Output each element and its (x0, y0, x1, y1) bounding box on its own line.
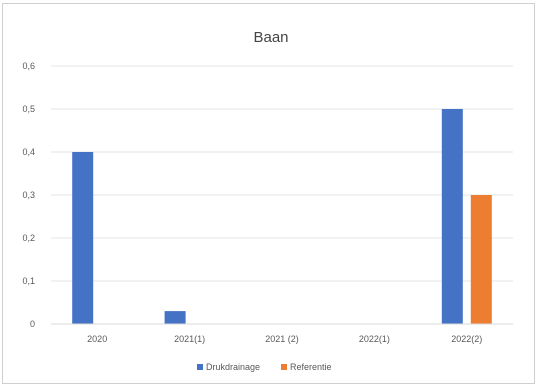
bar-drukdrainage-4 (441, 109, 463, 324)
legend-label: Referentie (290, 362, 332, 372)
x-tick-label: 2021(1) (174, 334, 205, 344)
x-tick-label: 2022(2) (451, 334, 482, 344)
chart-svg: Baan 0 0,1 0,2 0,3 0,4 0,5 0,6 2020 2021(1) 2021… (22, 29, 513, 372)
chart-title: Baan (253, 29, 288, 46)
y-tick-label: 0 (30, 319, 35, 329)
y-tick-label: 0,3 (22, 190, 35, 200)
x-axis-ticks: 2020 2021(1) 2021 (2) 2022(1) 2022(2) (87, 334, 482, 344)
bar-referentie-4 (470, 195, 492, 324)
gridlines (51, 65, 513, 282)
chart-frame: Baan 0 0,1 0,2 0,3 0,4 0,5 0,6 2020 2021(1) 2021… (2, 3, 535, 384)
y-axis-ticks: 0 0,1 0,2 0,3 0,4 0,5 0,6 (22, 61, 35, 329)
y-tick-label: 0,4 (22, 147, 35, 157)
legend-label: Drukdrainage (206, 362, 260, 372)
y-tick-label: 0,2 (22, 233, 35, 243)
bars (72, 109, 492, 324)
x-tick-label: 2021 (2) (265, 334, 299, 344)
y-tick-label: 0,1 (22, 276, 35, 286)
bar-drukdrainage-0 (72, 152, 94, 324)
x-tick-label: 2022(1) (359, 334, 390, 344)
y-tick-label: 0,6 (22, 61, 35, 71)
legend-swatch (281, 364, 287, 370)
y-tick-label: 0,5 (22, 104, 35, 114)
bar-drukdrainage-1 (164, 311, 186, 324)
legend: Drukdrainage Referentie (197, 362, 332, 372)
x-tick-label: 2020 (87, 334, 107, 344)
legend-swatch (197, 364, 203, 370)
